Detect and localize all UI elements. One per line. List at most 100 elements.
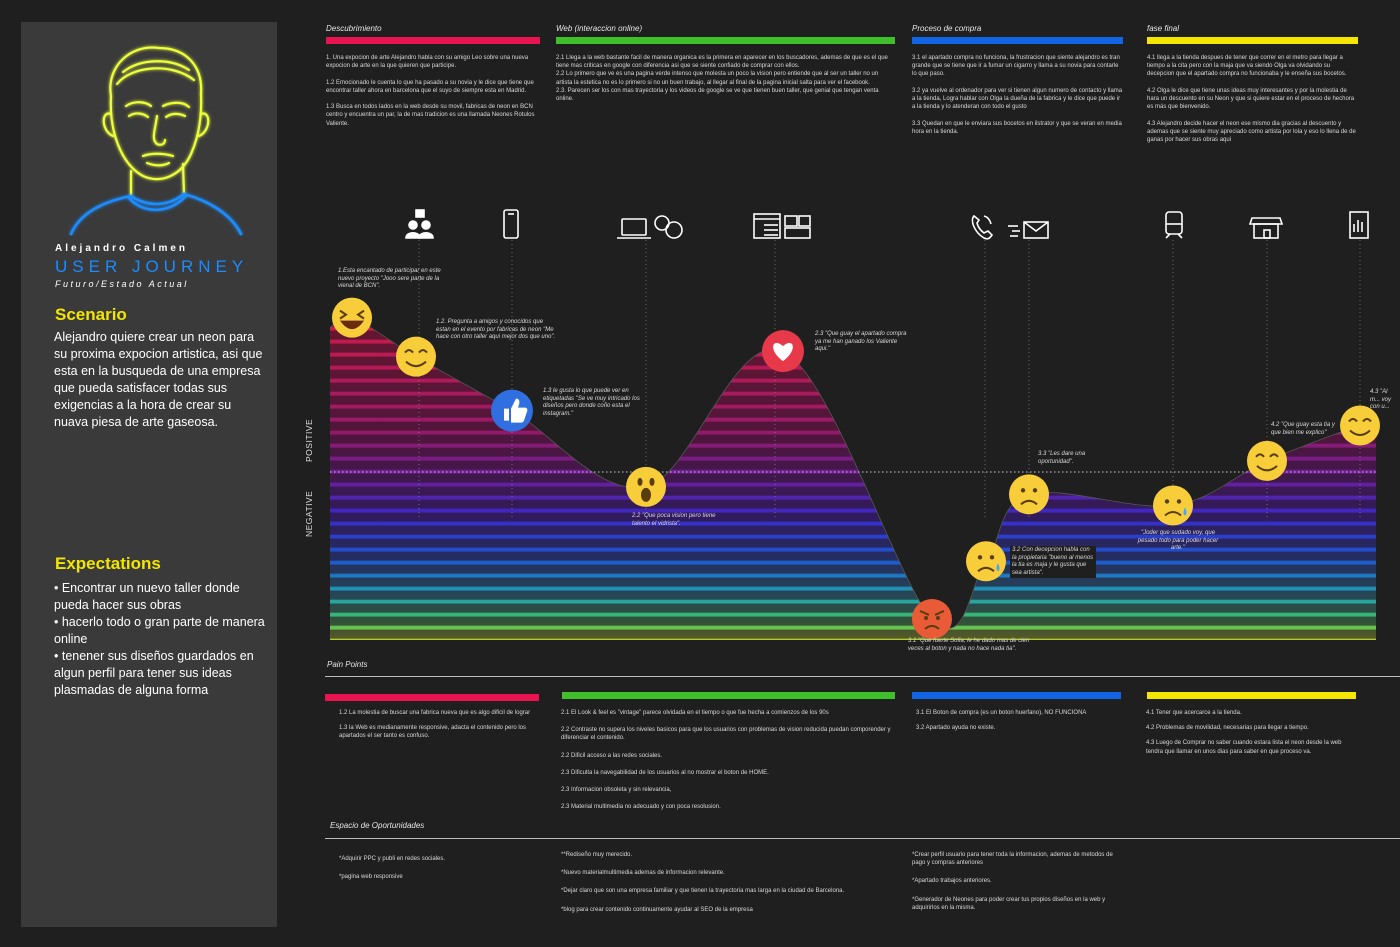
opportunity-item: *Dejar claro que son una empresa familia… bbox=[561, 888, 845, 895]
opportunities-label: Espacio de Oportunidades bbox=[330, 821, 425, 830]
emotion-caption: 4.3 "Al m... voy con u... bbox=[1370, 389, 1392, 410]
metro-train-icon bbox=[1165, 211, 1183, 239]
pain-point: 2.1 El Look & feel es "vintage" parece o… bbox=[561, 710, 829, 716]
pain-bar-final bbox=[1147, 692, 1356, 699]
phase-description: 3.1 el apartado compra no funciona, la f… bbox=[912, 55, 1123, 135]
emotion-caption: "Joder que sudado voy, que pesado todo p… bbox=[1137, 530, 1219, 551]
phase-title: Proceso de compra bbox=[912, 24, 982, 33]
phase-color-bar bbox=[326, 37, 540, 44]
opportunity-item: *Adquirir PPC y publi en redes sociales. bbox=[339, 856, 446, 862]
phase-web: Web (interaccion online) 2.1 Llega a la … bbox=[556, 24, 895, 103]
email-icon bbox=[1008, 221, 1049, 239]
scenario-text: Alejandro quiere crear un neon para su p… bbox=[54, 330, 263, 429]
phase-color-bar bbox=[556, 37, 895, 44]
phase-final: fase final 4.1 llega a la tienda despues… bbox=[1147, 24, 1358, 144]
expectation-item: • hacerlo todo o gran parte de manera on… bbox=[54, 615, 265, 646]
smiling-emoji-icon bbox=[1247, 440, 1287, 481]
opp-col-discovery: *Adquirir PPC y publi en redes sociales.… bbox=[339, 855, 534, 891]
opportunity-item: **Rediseño muy merecido. bbox=[561, 852, 633, 858]
persona-neon-portrait bbox=[69, 46, 243, 236]
divider bbox=[325, 676, 1400, 677]
web-page-icon bbox=[753, 213, 781, 239]
smartphone-icon bbox=[503, 209, 519, 239]
surprised-emoji-icon bbox=[626, 466, 666, 507]
pain-point: 2.2 Contraste no supera los niveles basi… bbox=[561, 727, 891, 742]
opportunity-item: *pagina web responsive bbox=[339, 874, 403, 881]
emotion-curve-line bbox=[329, 316, 1377, 629]
chat-bubbles-icon bbox=[654, 215, 683, 239]
expectation-item: • tenener sus diseños guardados en algun… bbox=[54, 649, 254, 697]
phase-description: 2.1 Llega a la web bastante facil de man… bbox=[556, 55, 888, 103]
media-icon bbox=[784, 215, 811, 239]
pain-col-purchase: 3.1 El Boton de compra (es un boton huer… bbox=[916, 709, 1121, 739]
pain-bar-web bbox=[562, 692, 895, 699]
emotion-caption: 4.2 "Que guay esta tia y que bien me exp… bbox=[1271, 422, 1335, 436]
frowning-emoji-icon bbox=[1009, 474, 1049, 515]
expectation-item: • Encontrar un nuevo taller donde pueda … bbox=[54, 581, 240, 612]
expectations-list: • Encontrar un nuevo taller donde pueda … bbox=[54, 580, 266, 699]
emotion-caption: 3.1 "Que fuerte Sofia, le he dado mas de… bbox=[908, 638, 1030, 652]
phase-color-bar bbox=[912, 37, 1123, 44]
pain-point: 1.2 La molestia de buscar una fabrica nu… bbox=[339, 710, 531, 716]
smiling-emoji-icon bbox=[1340, 405, 1380, 446]
pain-points-label: Pain Points bbox=[327, 660, 368, 669]
pain-point: 2.2 Dificil acceso a las redes sociales. bbox=[561, 752, 663, 759]
phase-color-bar bbox=[1147, 37, 1358, 44]
crying-emoji-icon bbox=[966, 541, 1006, 582]
journey-title: USER JOURNEY bbox=[55, 257, 249, 276]
emotion-curve-chart bbox=[329, 240, 1380, 640]
phase-title: Web (interaccion online) bbox=[556, 24, 643, 33]
phase-title: fase final bbox=[1147, 24, 1180, 33]
phase-description: 4.1 llega a la tienda despues de tener q… bbox=[1147, 55, 1356, 144]
pain-col-web: 2.1 El Look & feel es "vintage" parece o… bbox=[561, 709, 891, 820]
laptop-icon bbox=[617, 218, 651, 239]
pain-point: 1.3 la Web es medianamente responsive, a… bbox=[339, 725, 527, 740]
pain-bar-discovery bbox=[325, 694, 539, 701]
opportunity-item: *Nuevo materialmultimedia ademas de info… bbox=[561, 870, 725, 877]
thumbs-up-emoji-icon bbox=[491, 389, 533, 432]
heart-emoji-icon bbox=[762, 330, 804, 373]
persona-name: Alejandro Calmen bbox=[55, 243, 189, 254]
opp-col-web: **Rediseño muy merecido. *Nuevo material… bbox=[561, 851, 881, 924]
pain-point: 4.2 Problemas de movilidad, necesarias p… bbox=[1146, 725, 1309, 732]
opp-col-purchase: *Crear perfil usuario para tener toda la… bbox=[912, 851, 1122, 922]
phone-call-icon bbox=[971, 214, 994, 240]
pain-point: 4.3 Luego de Comprar no saber cuando est… bbox=[1146, 740, 1342, 755]
emotion-caption: 3.2 Con decepcion habla con la propietar… bbox=[1010, 546, 1096, 578]
journey-subtitle: Futuro/Estado Actual bbox=[55, 279, 189, 289]
phase-purchase: Proceso de compra 3.1 el apartado compra… bbox=[912, 24, 1123, 136]
emotion-caption: 3.3 "Les dare una oportunidad". bbox=[1038, 451, 1086, 465]
scenario-heading: Scenario bbox=[55, 305, 127, 324]
phase-discovery: Descubrimiento 1. Una expocion de arte A… bbox=[326, 24, 540, 128]
touchpoint-icons bbox=[405, 209, 1369, 240]
pain-col-final: 4.1 Tener que acercarce a la tienda. 4.2… bbox=[1146, 709, 1358, 763]
pain-point: 3.1 El Boton de compra (es un boton huer… bbox=[916, 710, 1087, 716]
emotion-caption: 2.2 "Que poca vision pero tiene talento … bbox=[632, 513, 716, 527]
opportunity-item: *Crear perfil usuario para tener toda la… bbox=[912, 852, 1113, 867]
divider bbox=[325, 838, 1400, 839]
pain-point: 2.3 Informacion obsoleta y sin relevanci… bbox=[561, 787, 672, 794]
opportunity-item: *Generador de Neones para poder crear tu… bbox=[912, 896, 1106, 911]
persona-sidebar: Alejandro Calmen USER JOURNEY Futuro/Est… bbox=[21, 22, 277, 927]
pain-col-discovery: 1.2 La molestia de buscar una fabrica nu… bbox=[339, 709, 534, 748]
pain-point: 4.1 Tener que acercarce a la tienda. bbox=[1146, 710, 1242, 716]
sad-sweat-emoji-icon bbox=[1153, 485, 1193, 526]
emotion-caption: 2.3 "Que guay el apartado compra ya me h… bbox=[815, 331, 907, 352]
expectations-heading: Expectations bbox=[55, 554, 161, 573]
emotion-caption: 1.3 le gusta lo que puede ver en etiquet… bbox=[543, 388, 640, 417]
emotion-caption: 1.Esta encantado de participar en este n… bbox=[338, 268, 441, 289]
laughing-emoji-icon bbox=[332, 297, 372, 338]
phase-description: 1. Una expocion de arte Alejandro habla … bbox=[326, 55, 535, 127]
people-icon bbox=[405, 209, 434, 239]
smiling-emoji-icon bbox=[396, 336, 436, 377]
pain-point: 3.2 Apartado ayuda no existe. bbox=[916, 725, 996, 732]
pain-point: 2.3 Material multimedia no adecuado y co… bbox=[561, 804, 721, 811]
opportunity-item: *Apartado trabajos anteriores. bbox=[912, 878, 992, 885]
receipt-icon bbox=[1349, 211, 1369, 239]
pain-bar-purchase bbox=[912, 692, 1121, 699]
opportunity-item: *blog para crear contenido continuamente… bbox=[561, 906, 753, 913]
shop-icon bbox=[1248, 217, 1284, 239]
phase-title: Descubrimiento bbox=[326, 24, 382, 33]
angry-emoji-icon bbox=[912, 598, 952, 639]
emotion-caption: 1.2. Pregunta a amigos y conocidos que e… bbox=[436, 319, 556, 340]
